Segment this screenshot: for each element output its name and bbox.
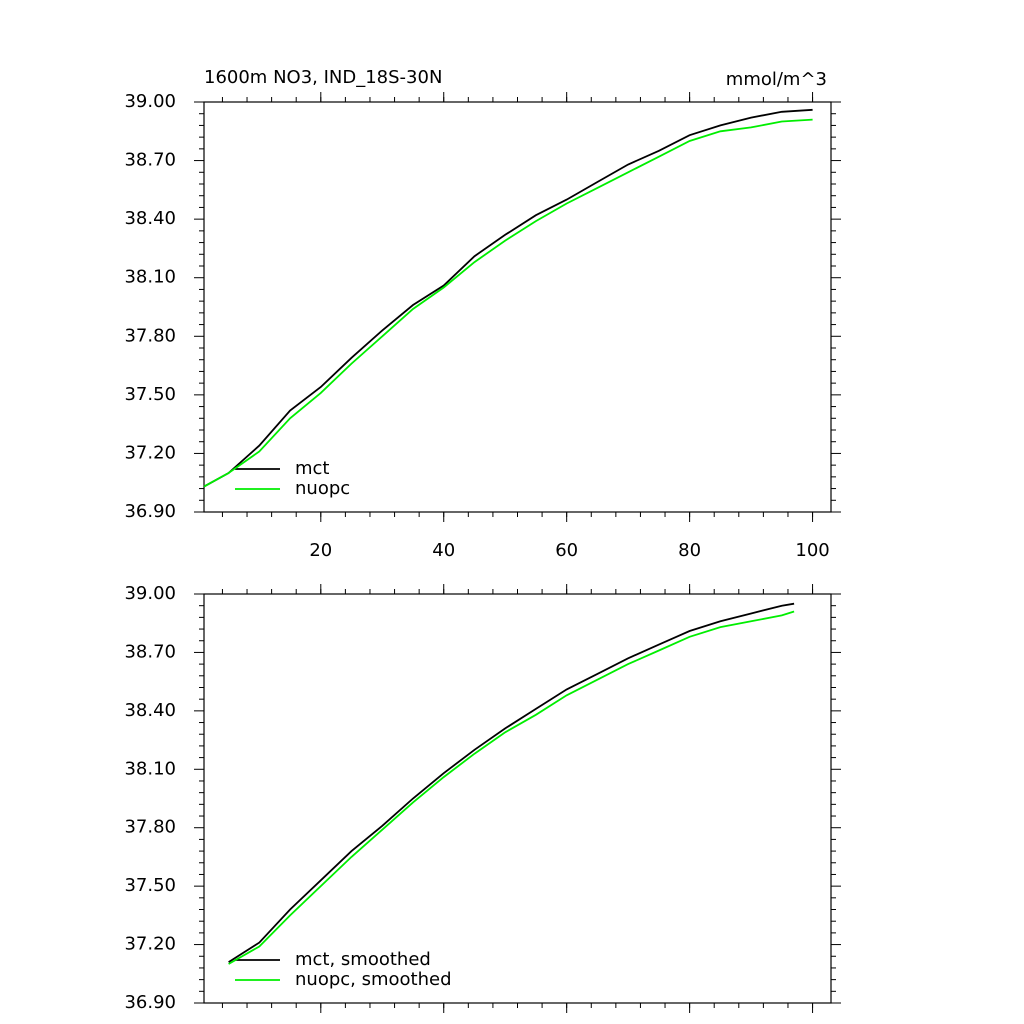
y-tick-label: 37.50 [124, 875, 176, 896]
y-tick-label: 37.50 [124, 384, 176, 405]
x-tick-label: 100 [795, 540, 829, 561]
line-series [228, 602, 795, 963]
y-tick-label: 38.40 [124, 700, 176, 721]
y-tick-label: 37.20 [124, 442, 176, 463]
x-tick-label: 80 [678, 540, 701, 561]
y-tick-label: 38.70 [124, 641, 176, 662]
y-tick-label: 37.80 [124, 325, 176, 346]
legend-label: mct [295, 458, 330, 479]
legend-label: mct, smoothed [295, 949, 431, 970]
x-tick-label: 40 [432, 540, 455, 561]
x-tick-label: 20 [309, 540, 332, 561]
y-tick-label: 38.10 [124, 267, 176, 288]
x-tick-label: 60 [555, 540, 578, 561]
line-series [203, 118, 813, 488]
plot-frame [203, 593, 832, 1004]
y-tick-label: 38.10 [124, 758, 176, 779]
y-tick-label: 38.70 [124, 150, 176, 171]
y-tick-label: 37.80 [124, 817, 176, 838]
units-label: mmol/m^3 [726, 69, 827, 90]
chart-title: 1600m NO3, IND_18S-30N [204, 67, 442, 88]
y-tick-label: 39.00 [124, 583, 176, 604]
plot-frame [203, 101, 832, 513]
y-tick-label: 36.90 [124, 501, 176, 522]
line-series [203, 108, 813, 488]
y-tick-label: 37.20 [124, 934, 176, 955]
y-tick-label: 36.90 [124, 992, 176, 1013]
legend-label: nuopc [295, 478, 350, 499]
line-series [228, 610, 795, 965]
legend-label: nuopc, smoothed [295, 969, 452, 990]
y-tick-label: 39.00 [124, 91, 176, 112]
y-tick-label: 38.40 [124, 208, 176, 229]
